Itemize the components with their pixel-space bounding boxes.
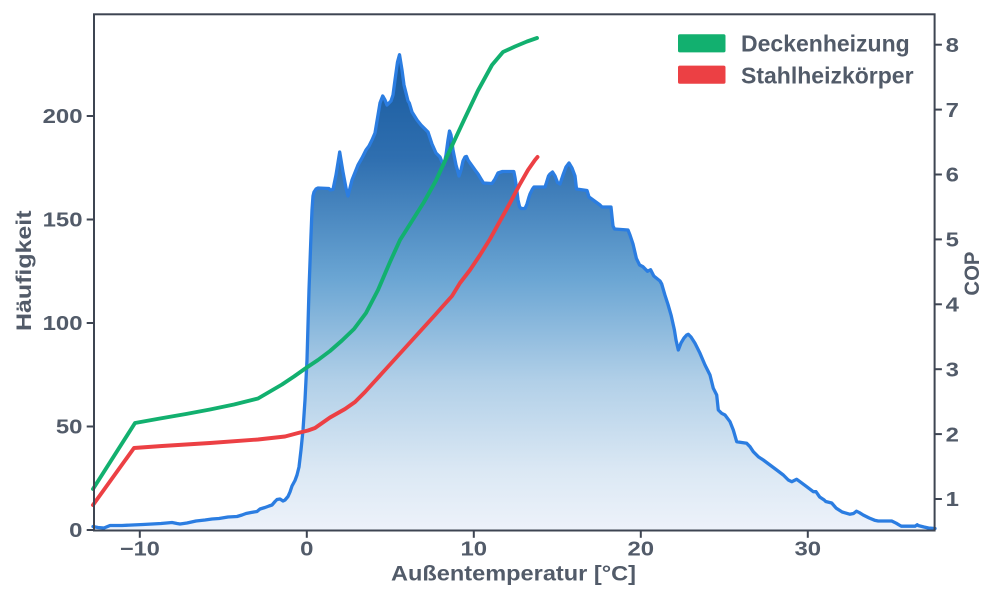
svg-text:Deckenheizung: Deckenheizung: [741, 31, 910, 57]
svg-text:8: 8: [946, 35, 959, 57]
svg-text:Häufigkeit: Häufigkeit: [13, 210, 36, 331]
svg-text:20: 20: [628, 539, 655, 561]
svg-text:30: 30: [795, 539, 822, 561]
svg-text:0: 0: [300, 539, 313, 561]
svg-text:Stahlheizkörper: Stahlheizkörper: [741, 63, 914, 89]
svg-text:3: 3: [946, 359, 959, 381]
svg-text:Außentemperatur [°C]: Außentemperatur [°C]: [391, 563, 636, 586]
svg-text:50: 50: [56, 417, 83, 439]
svg-text:4: 4: [946, 295, 960, 317]
svg-text:2: 2: [946, 424, 959, 446]
svg-text:150: 150: [43, 210, 83, 232]
svg-text:5: 5: [946, 230, 959, 252]
svg-text:−10: −10: [120, 539, 160, 561]
svg-text:6: 6: [946, 165, 959, 187]
svg-text:0: 0: [69, 520, 82, 542]
svg-text:10: 10: [461, 539, 488, 561]
svg-text:100: 100: [43, 313, 83, 335]
svg-text:200: 200: [43, 106, 83, 128]
svg-text:7: 7: [946, 100, 959, 122]
svg-text:COP: COP: [961, 252, 984, 296]
svg-text:1: 1: [946, 489, 959, 511]
